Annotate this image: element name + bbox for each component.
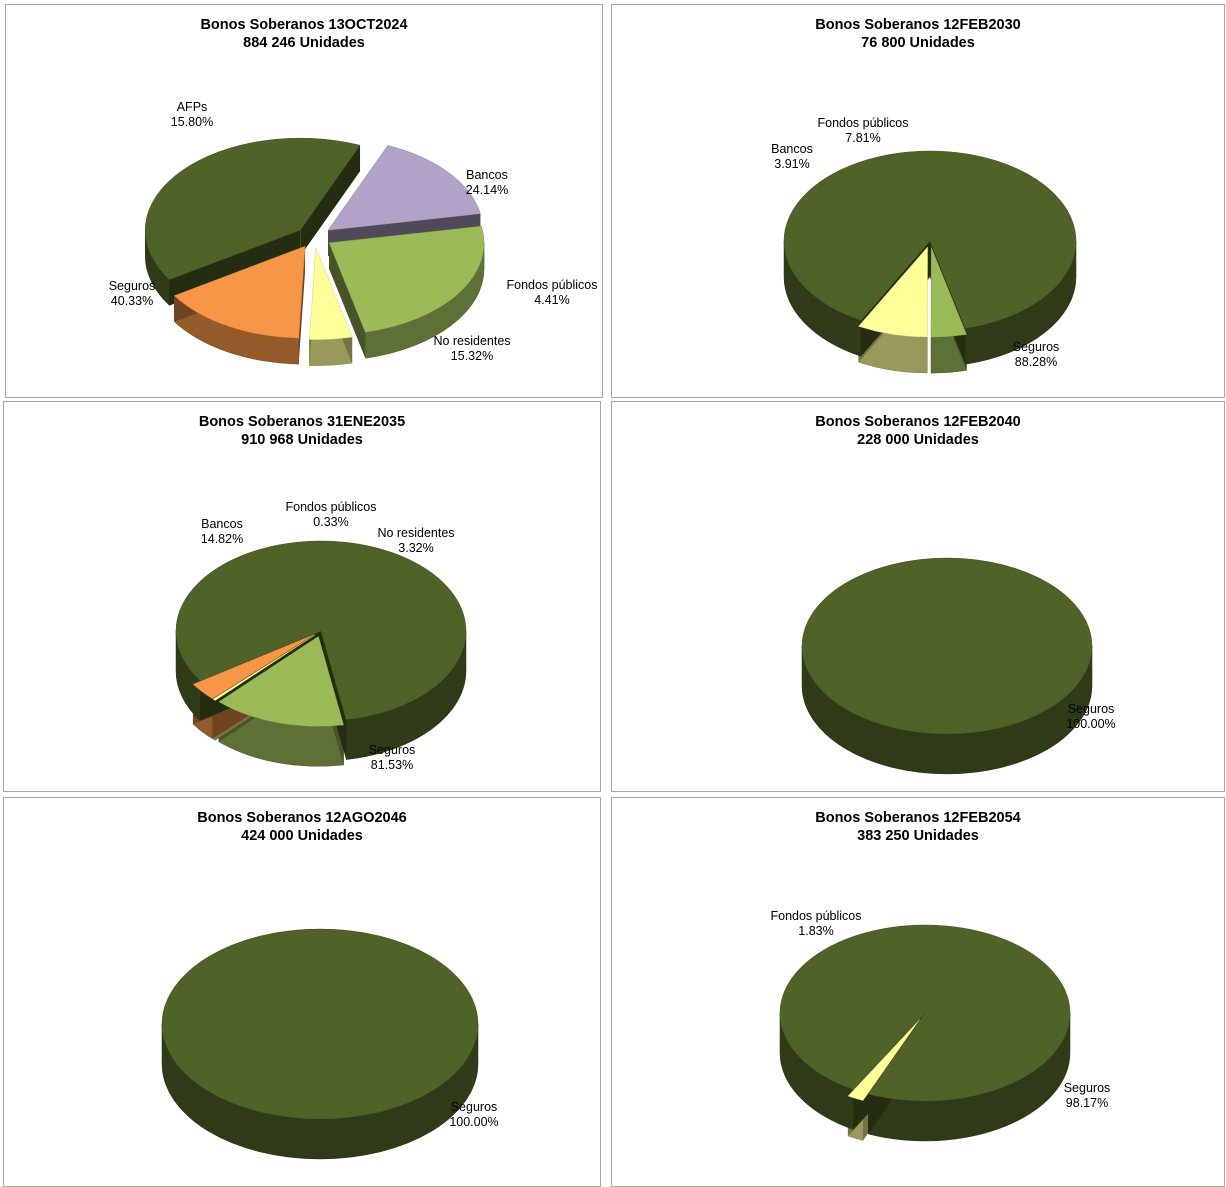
chart-panel-12ago2046: Bonos Soberanos 12AGO2046 424 000 Unidad… <box>3 797 601 1187</box>
slice-label-seguros: Seguros <box>1068 702 1115 716</box>
slice-value-bancos: 24.14% <box>466 183 508 197</box>
slice-value-seguros: 100.00% <box>1066 717 1115 731</box>
pie-tops <box>780 925 1070 1101</box>
chart-panel-12feb2054: Bonos Soberanos 12FEB2054 383 250 Unidad… <box>611 797 1225 1187</box>
pie-tops <box>802 558 1092 734</box>
slice-value-bancos: 14.82% <box>201 532 243 546</box>
slice-label-seguros: Seguros <box>1013 340 1060 354</box>
slice-label-no-residentes: No residentes <box>433 334 510 348</box>
chart-panel-12feb2030: Bonos Soberanos 12FEB2030 76 800 Unidade… <box>611 4 1225 398</box>
slice-value-seguros: 88.28% <box>1015 355 1057 369</box>
pie-slice-seguros <box>802 558 1092 734</box>
chart-panel-12feb2040: Bonos Soberanos 12FEB2040 228 000 Unidad… <box>611 401 1225 792</box>
slice-label-seguros: Seguros <box>1064 1081 1111 1095</box>
slice-label-fondos-publicos: Fondos públicos <box>506 278 597 292</box>
slice-value-fondos-publicos: 1.83% <box>798 924 833 938</box>
chart-panel-31ene2035: Bonos Soberanos 31ENE2035 910 968 Unidad… <box>3 401 601 792</box>
slice-value-seguros: 81.53% <box>371 758 413 772</box>
slice-label-afps: AFPs <box>177 100 208 114</box>
slice-value-fondos-publicos: 0.33% <box>313 515 348 529</box>
slice-value-no-residentes: 15.32% <box>451 349 493 363</box>
slice-value-seguros: 98.17% <box>1066 1096 1108 1110</box>
slice-label-seguros: Seguros <box>451 1100 498 1114</box>
slice-label-bancos: Bancos <box>771 142 813 156</box>
slice-label-seguros: Seguros <box>109 279 156 293</box>
slice-label-bancos: Bancos <box>201 517 243 531</box>
slice-label-seguros: Seguros <box>369 743 416 757</box>
slice-value-bancos: 3.91% <box>774 157 809 171</box>
slice-label-bancos: Bancos <box>466 168 508 182</box>
chart-panel-13oct2024: Bonos Soberanos 13OCT2024 884 246 Unidad… <box>5 4 603 398</box>
slice-value-seguros: 40.33% <box>111 294 153 308</box>
pie-slice-seguros <box>162 929 478 1119</box>
slice-value-fondos-publicos: 7.81% <box>845 131 880 145</box>
slice-label-fondos-publicos: Fondos públicos <box>285 500 376 514</box>
pie-slice-seguros <box>784 151 1076 328</box>
pie-tops <box>145 138 484 340</box>
slice-value-fondos-publicos: 4.41% <box>534 293 569 307</box>
slice-value-afps: 15.80% <box>171 115 213 129</box>
slice-label-fondos-publicos: Fondos públicos <box>770 909 861 923</box>
slice-value-no-residentes: 3.32% <box>398 541 433 555</box>
pie-slice-seguros <box>780 925 1070 1101</box>
pie-tops <box>162 929 478 1119</box>
slice-label-fondos-publicos: Fondos públicos <box>817 116 908 130</box>
slice-value-seguros: 100.00% <box>449 1115 498 1129</box>
slice-label-no-residentes: No residentes <box>377 526 454 540</box>
